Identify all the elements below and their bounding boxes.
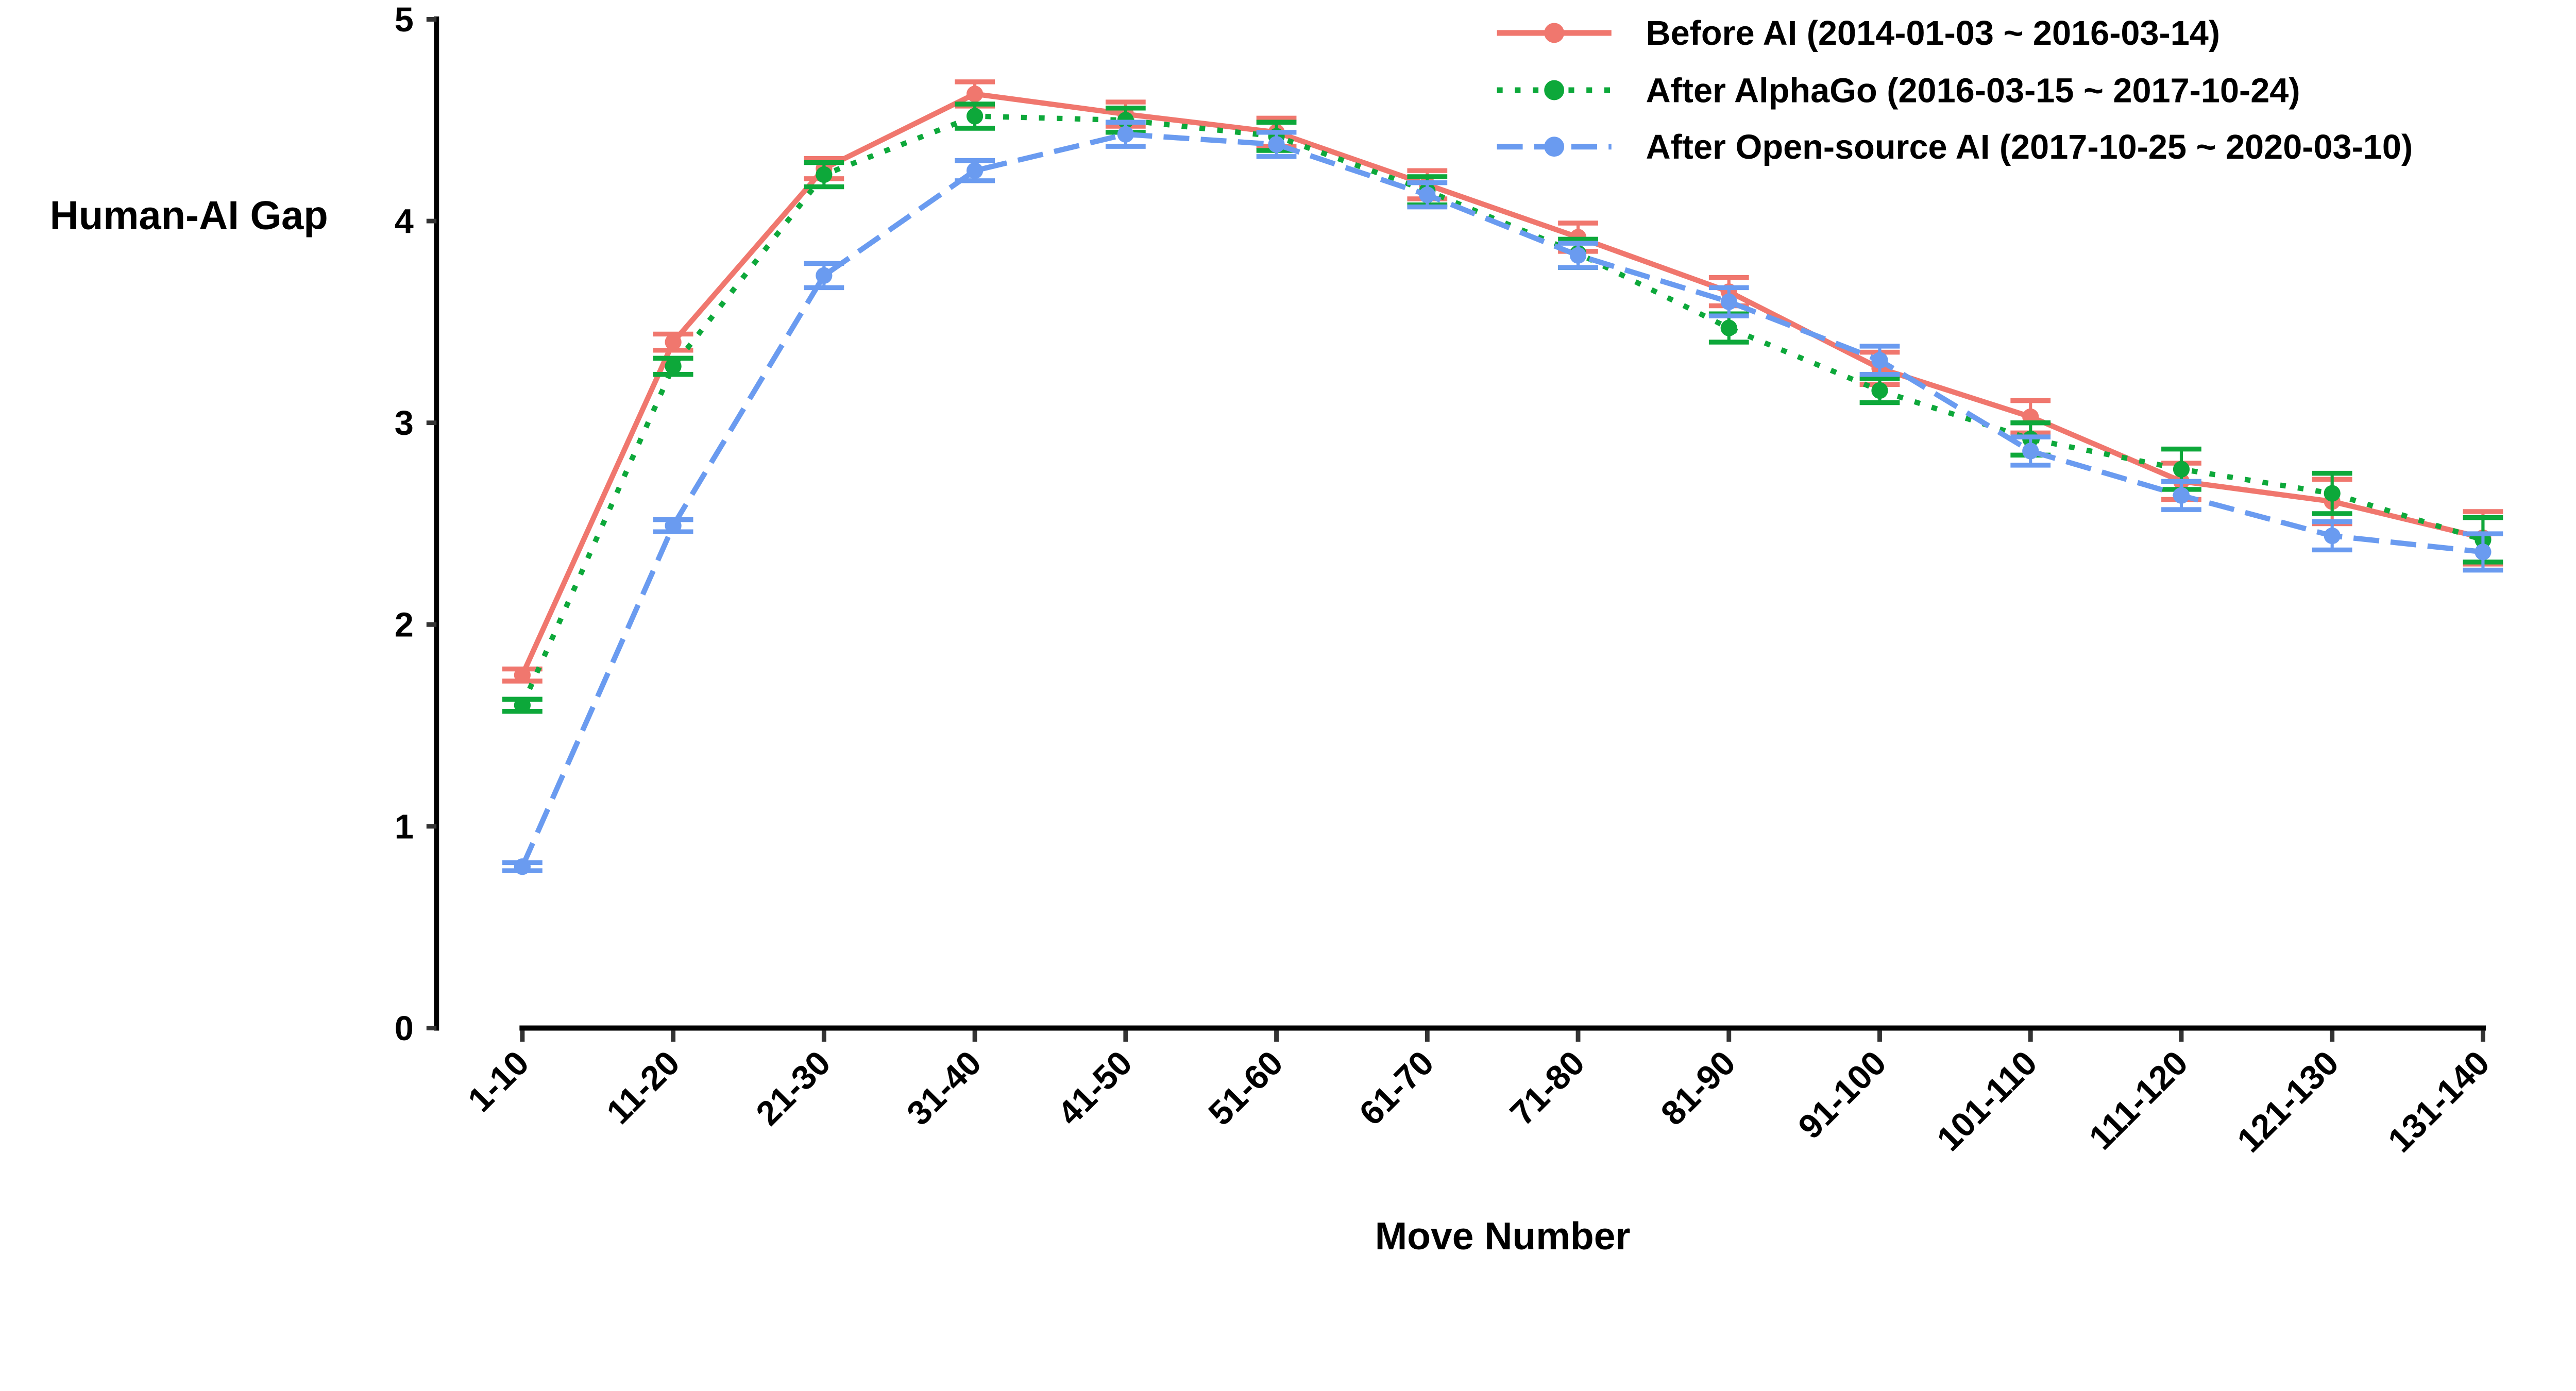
data-point-marker xyxy=(514,667,531,684)
data-point-marker xyxy=(1871,382,1888,399)
data-point-marker xyxy=(2173,487,2190,504)
legend: Before AI (2014-01-03 ~ 2016-03-14) After… xyxy=(1497,14,2413,166)
x-tick-label: 61-70 xyxy=(1352,1044,1442,1133)
x-axis-ticks: 1-10 11-20 21-30 31-40 41-50 51-60 61-70 71-80 8… xyxy=(461,1030,2497,1160)
data-point-marker xyxy=(966,108,984,125)
data-point-marker xyxy=(514,697,531,714)
x-tick-label: 51-60 xyxy=(1201,1044,1291,1133)
data-point-marker xyxy=(665,517,682,534)
legend-label: After Open-source AI (2017-10-25 ~ 2020-… xyxy=(1646,128,2413,166)
legend-label: After AlphaGo (2016-03-15 ~ 2017-10-24) xyxy=(1646,72,2300,110)
x-tick-label: 111-120 xyxy=(2082,1044,2195,1157)
y-axis-ticks: 0 1 2 3 4 5 xyxy=(395,1,437,1048)
x-axis-title: Move Number xyxy=(1375,1214,1631,1258)
legend-item-1: After AlphaGo (2016-03-15 ~ 2017-10-24) xyxy=(1497,72,2300,110)
data-point-marker xyxy=(816,267,833,284)
y-tick-label: 0 xyxy=(395,1010,414,1048)
x-tick-label: 81-90 xyxy=(1654,1044,1743,1133)
series-line xyxy=(520,91,2484,676)
data-point-marker xyxy=(1871,352,1888,369)
data-point-marker xyxy=(2173,461,2190,478)
series-line xyxy=(520,113,2484,707)
data-point-marker xyxy=(966,86,984,103)
data-point-marker xyxy=(2324,527,2341,545)
x-tick-label: 41-50 xyxy=(1050,1044,1140,1133)
series-0 xyxy=(502,79,2503,684)
data-point-marker xyxy=(2022,443,2039,460)
data-point-marker xyxy=(665,333,682,351)
legend-label: Before AI (2014-01-03 ~ 2016-03-14) xyxy=(1646,14,2220,53)
x-tick-label: 21-30 xyxy=(749,1044,838,1133)
data-point-marker xyxy=(514,858,531,875)
y-tick-label: 4 xyxy=(395,202,414,241)
x-tick-label: 131-140 xyxy=(2381,1044,2497,1160)
y-axis-title: Human-AI Gap xyxy=(50,193,328,238)
series-line xyxy=(520,131,2483,868)
x-tick-label: 71-80 xyxy=(1503,1044,1592,1133)
x-tick-label: 91-100 xyxy=(1791,1044,1894,1146)
data-point-marker xyxy=(665,358,682,375)
data-point-marker xyxy=(1720,319,1737,336)
x-tick-label: 1-10 xyxy=(461,1044,536,1119)
series-2 xyxy=(502,120,2503,875)
x-tick-label: 11-20 xyxy=(600,1044,687,1131)
x-tick-label: 101-110 xyxy=(1930,1044,2045,1159)
y-tick-label: 5 xyxy=(395,1,414,39)
data-point-marker xyxy=(2475,544,2492,561)
data-point-marker xyxy=(966,162,984,179)
x-tick-label: 121-130 xyxy=(2230,1044,2346,1160)
y-tick-label: 1 xyxy=(395,808,414,846)
chart-canvas: 0 1 2 3 4 5 1-10 11-20 21-30 31-40 41-50 51-60 61-70… xyxy=(50,1,2503,1258)
data-point-marker xyxy=(1117,126,1134,143)
data-point-marker xyxy=(1720,293,1737,310)
data-point-marker xyxy=(816,166,833,183)
data-point-marker xyxy=(1268,136,1285,153)
x-tick-label: 31-40 xyxy=(900,1044,989,1133)
data-point-marker xyxy=(1419,186,1436,203)
legend-item-2: After Open-source AI (2017-10-25 ~ 2020-… xyxy=(1497,128,2413,166)
legend-sample-marker xyxy=(1544,23,1565,43)
legend-sample-marker xyxy=(1544,137,1565,157)
data-point-marker xyxy=(1569,247,1587,264)
y-tick-label: 2 xyxy=(395,606,414,644)
human-ai-gap-chart: 0 1 2 3 4 5 1-10 11-20 21-30 31-40 41-50 51-60 61-70… xyxy=(49,1,2503,1258)
data-point-marker xyxy=(2324,485,2341,502)
axes xyxy=(434,16,2486,1031)
legend-item-0: Before AI (2014-01-03 ~ 2016-03-14) xyxy=(1497,14,2220,53)
legend-sample-marker xyxy=(1544,80,1565,100)
y-tick-label: 3 xyxy=(395,404,414,443)
